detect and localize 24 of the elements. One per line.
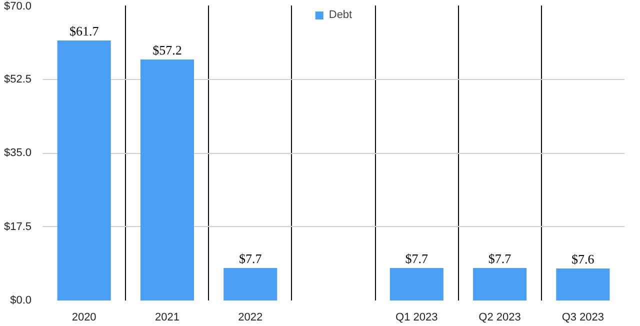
data-label: $61.7 — [69, 23, 100, 38]
x-tick-label: Q2 2023 — [478, 312, 521, 324]
y-tick-label: $35.0 — [4, 147, 32, 159]
legend-label: Debt — [328, 9, 352, 21]
data-label: $57.2 — [152, 42, 182, 58]
bar — [473, 268, 527, 300]
y-tick-label: $70.0 — [4, 0, 32, 12]
y-tick-label: $0.0 — [10, 294, 32, 306]
bar — [140, 59, 194, 300]
y-tick-label: $52.5 — [4, 73, 32, 86]
data-label: $7.7 — [405, 251, 429, 266]
x-tick-label: 2022 — [238, 312, 263, 324]
x-tick-label: 2020 — [72, 312, 96, 324]
bar — [224, 268, 278, 300]
bar — [57, 40, 111, 300]
bar — [390, 268, 444, 300]
x-tick-label: Q1 2023 — [396, 312, 438, 324]
bar — [556, 268, 610, 300]
data-label: $7.6 — [572, 251, 595, 266]
y-tick-label: $17.5 — [4, 220, 32, 233]
x-tick-label: 2021 — [154, 312, 180, 324]
x-tick-label: Q3 2023 — [562, 312, 604, 324]
data-label: $7.7 — [238, 251, 262, 266]
data-label: $7.7 — [488, 251, 512, 266]
